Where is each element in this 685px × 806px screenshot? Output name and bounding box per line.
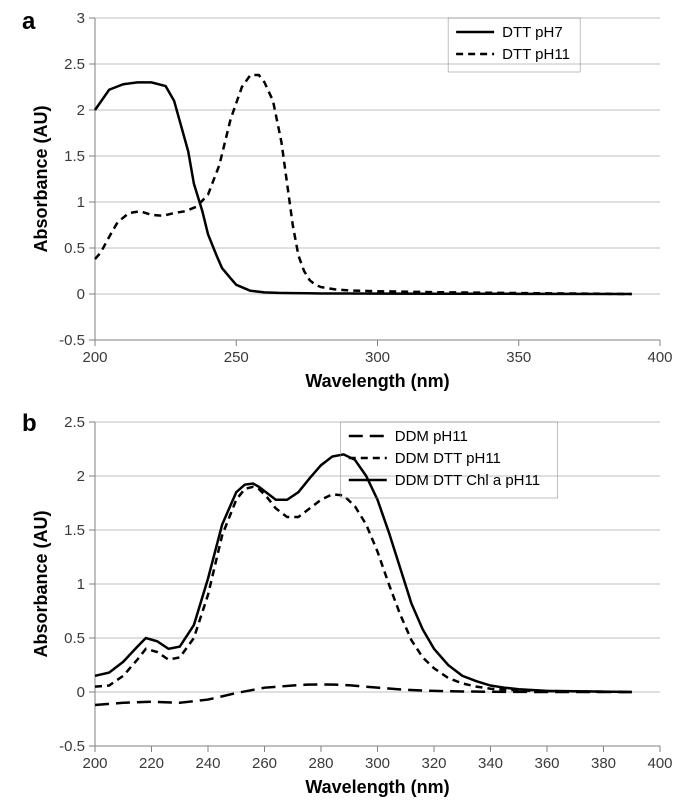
svg-text:280: 280 <box>308 755 333 772</box>
svg-text:220: 220 <box>139 755 164 772</box>
svg-text:320: 320 <box>421 755 446 772</box>
svg-text:-0.5: -0.5 <box>59 738 85 755</box>
svg-text:Wavelength (nm): Wavelength (nm) <box>305 777 449 797</box>
svg-text:200: 200 <box>82 755 107 772</box>
svg-text:300: 300 <box>365 755 390 772</box>
svg-text:Absorbance (AU): Absorbance (AU) <box>31 510 51 657</box>
svg-text:300: 300 <box>365 349 390 366</box>
panel-b-label: b <box>22 410 37 438</box>
svg-text:3: 3 <box>77 10 85 27</box>
svg-text:1.5: 1.5 <box>64 522 85 539</box>
chart-a: 200 250 300 350 400 -0.5 0 0.5 1 1.5 2 2.5 3 Waveleng… <box>0 0 685 400</box>
svg-text:350: 350 <box>506 349 531 366</box>
svg-text:2: 2 <box>77 102 85 119</box>
svg-text:380: 380 <box>591 755 616 772</box>
svg-text:0.5: 0.5 <box>64 240 85 257</box>
svg-text:DDM DTT pH11: DDM DTT pH11 <box>395 450 501 467</box>
svg-text:-0.5: -0.5 <box>59 332 85 349</box>
svg-text:Absorbance (AU): Absorbance (AU) <box>31 105 51 252</box>
svg-text:DTT pH7: DTT pH7 <box>502 24 563 41</box>
svg-text:1: 1 <box>77 194 85 211</box>
svg-text:360: 360 <box>534 755 559 772</box>
svg-text:340: 340 <box>478 755 503 772</box>
panel-a-label: a <box>22 8 35 36</box>
svg-text:1.5: 1.5 <box>64 148 85 165</box>
svg-text:DTT pH11: DTT pH11 <box>502 46 570 63</box>
svg-text:1: 1 <box>77 576 85 593</box>
svg-text:0.5: 0.5 <box>64 630 85 647</box>
svg-text:Wavelength (nm): Wavelength (nm) <box>305 371 449 391</box>
svg-text:DDM DTT Chl a pH11: DDM DTT Chl a pH11 <box>395 472 540 489</box>
svg-text:240: 240 <box>195 755 220 772</box>
svg-text:2.5: 2.5 <box>64 56 85 73</box>
svg-text:400: 400 <box>647 755 672 772</box>
svg-text:2.5: 2.5 <box>64 414 85 431</box>
figure-a-container: a 200 250 300 350 400 -0.5 0 0.5 1 1.5 2 2.5 3 Wavele… <box>0 0 685 400</box>
svg-text:200: 200 <box>82 349 107 366</box>
svg-text:2: 2 <box>77 468 85 485</box>
svg-text:400: 400 <box>647 349 672 366</box>
svg-text:0: 0 <box>77 286 85 303</box>
svg-text:260: 260 <box>252 755 277 772</box>
figure-b-container: b 200 220 240 260 280 300 320 340 360 380 400 -0.5 0… <box>0 400 685 806</box>
svg-text:DDM pH11: DDM pH11 <box>395 428 468 445</box>
chart-b: 200 220 240 260 280 300 320 340 360 380 400 -0.5 0 0.… <box>0 400 685 806</box>
svg-text:0: 0 <box>77 684 85 701</box>
svg-text:250: 250 <box>224 349 249 366</box>
